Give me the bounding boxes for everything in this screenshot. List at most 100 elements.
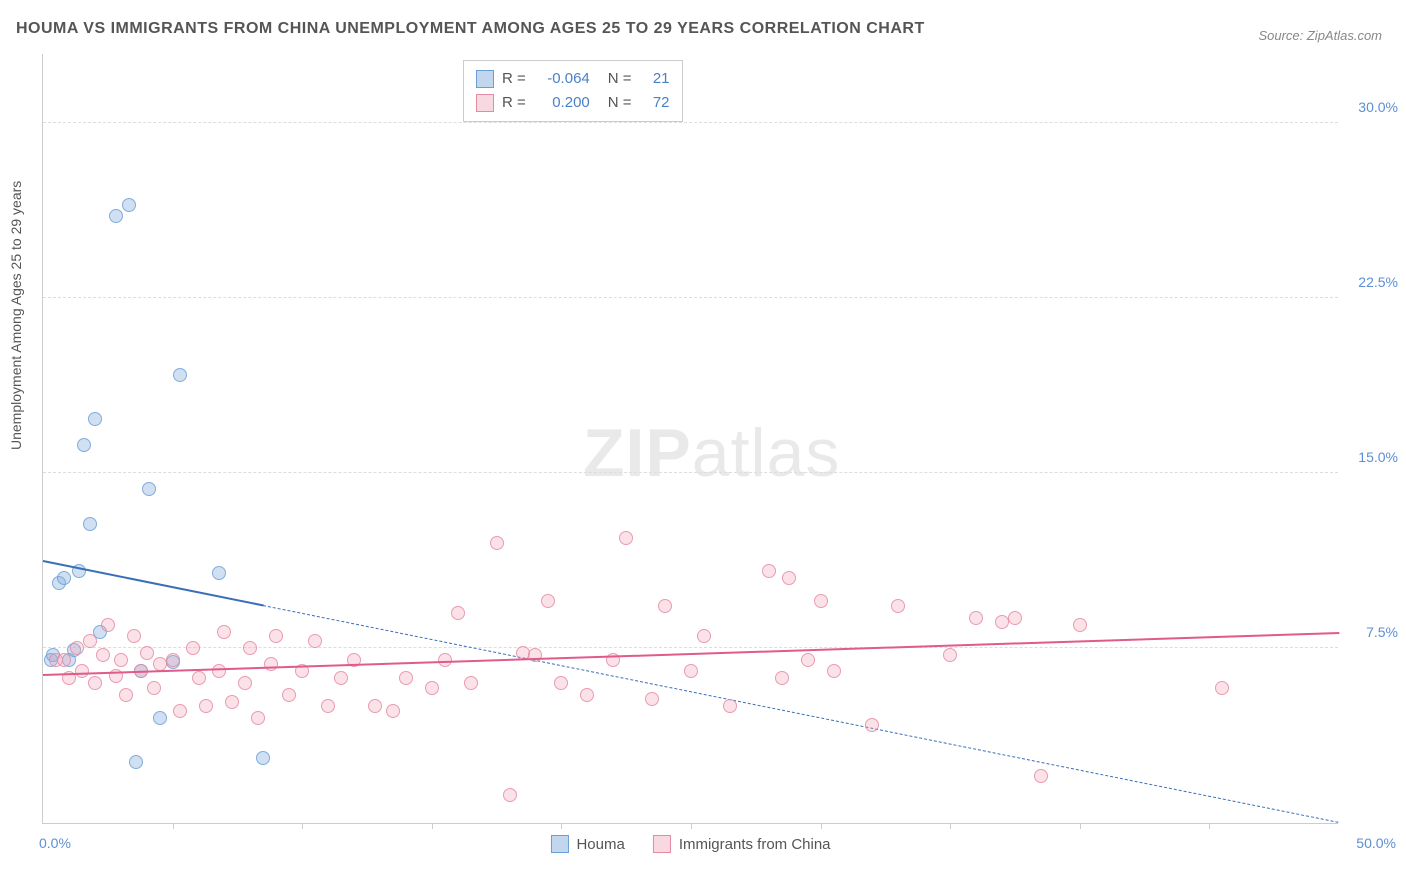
data-point bbox=[541, 594, 555, 608]
data-point bbox=[101, 618, 115, 632]
data-point bbox=[217, 625, 231, 639]
data-point bbox=[503, 788, 517, 802]
legend-swatch-icon bbox=[550, 835, 568, 853]
x-tick bbox=[1080, 823, 1081, 829]
data-point bbox=[723, 699, 737, 713]
data-point bbox=[386, 704, 400, 718]
x-tick bbox=[173, 823, 174, 829]
data-point bbox=[70, 641, 84, 655]
data-point bbox=[580, 688, 594, 702]
data-point bbox=[782, 571, 796, 585]
data-point bbox=[129, 755, 143, 769]
series-legend: Houma Immigrants from China bbox=[550, 835, 830, 853]
data-point bbox=[251, 711, 265, 725]
data-point bbox=[1034, 769, 1048, 783]
watermark-light: atlas bbox=[692, 415, 841, 491]
legend-swatch-icon bbox=[653, 835, 671, 853]
data-point bbox=[814, 594, 828, 608]
data-point bbox=[142, 482, 156, 496]
data-point bbox=[490, 536, 504, 550]
gridline bbox=[43, 647, 1338, 648]
data-point bbox=[645, 692, 659, 706]
legend-r-value: -0.064 bbox=[534, 67, 590, 91]
data-point bbox=[264, 657, 278, 671]
y-tick-label: 30.0% bbox=[1358, 99, 1398, 115]
data-point bbox=[969, 611, 983, 625]
data-point bbox=[762, 564, 776, 578]
data-point bbox=[308, 634, 322, 648]
data-point bbox=[658, 599, 672, 613]
legend-r-label: R = bbox=[502, 67, 526, 91]
legend-n-value: 72 bbox=[640, 91, 670, 115]
data-point bbox=[173, 704, 187, 718]
data-point bbox=[114, 653, 128, 667]
data-point bbox=[212, 664, 226, 678]
data-point bbox=[140, 646, 154, 660]
data-point bbox=[153, 711, 167, 725]
legend-swatch-icon bbox=[476, 70, 494, 88]
data-point bbox=[166, 653, 180, 667]
data-point bbox=[96, 648, 110, 662]
data-point bbox=[119, 688, 133, 702]
x-tick bbox=[1209, 823, 1210, 829]
data-point bbox=[943, 648, 957, 662]
data-point bbox=[88, 412, 102, 426]
data-point bbox=[1008, 611, 1022, 625]
data-point bbox=[827, 664, 841, 678]
watermark-bold: ZIP bbox=[583, 415, 692, 491]
data-point bbox=[321, 699, 335, 713]
data-point bbox=[775, 671, 789, 685]
y-tick-label: 15.0% bbox=[1358, 449, 1398, 465]
data-point bbox=[438, 653, 452, 667]
data-point bbox=[127, 629, 141, 643]
data-point bbox=[451, 606, 465, 620]
data-point bbox=[147, 681, 161, 695]
data-point bbox=[1073, 618, 1087, 632]
legend-item: Immigrants from China bbox=[653, 835, 831, 853]
data-point bbox=[368, 699, 382, 713]
x-tick bbox=[302, 823, 303, 829]
data-point bbox=[269, 629, 283, 643]
scatter-plot: ZIPatlas R =-0.064N =21R =0.200N =72 0.0… bbox=[42, 54, 1338, 824]
legend-swatch-icon bbox=[476, 94, 494, 112]
data-point bbox=[282, 688, 296, 702]
legend-n-label: N = bbox=[608, 67, 632, 91]
data-point bbox=[186, 641, 200, 655]
x-tick bbox=[561, 823, 562, 829]
data-point bbox=[399, 671, 413, 685]
data-point bbox=[865, 718, 879, 732]
x-tick bbox=[950, 823, 951, 829]
gridline bbox=[43, 122, 1338, 123]
data-point bbox=[83, 634, 97, 648]
correlation-legend: R =-0.064N =21R =0.200N =72 bbox=[463, 60, 683, 122]
data-point bbox=[1215, 681, 1229, 695]
gridline bbox=[43, 297, 1338, 298]
data-point bbox=[619, 531, 633, 545]
x-tick bbox=[432, 823, 433, 829]
y-tick-label: 22.5% bbox=[1358, 274, 1398, 290]
y-tick-label: 7.5% bbox=[1366, 624, 1398, 640]
data-point bbox=[243, 641, 257, 655]
chart-title: HOUMA VS IMMIGRANTS FROM CHINA UNEMPLOYM… bbox=[16, 20, 925, 38]
x-axis-max-label: 50.0% bbox=[1356, 835, 1396, 851]
data-point bbox=[192, 671, 206, 685]
data-point bbox=[684, 664, 698, 678]
data-point bbox=[801, 653, 815, 667]
y-axis-label: Unemployment Among Ages 25 to 29 years bbox=[8, 181, 24, 450]
data-point bbox=[554, 676, 568, 690]
legend-r-label: R = bbox=[502, 91, 526, 115]
data-point bbox=[83, 517, 97, 531]
data-point bbox=[57, 571, 71, 585]
data-point bbox=[334, 671, 348, 685]
gridline bbox=[43, 472, 1338, 473]
data-point bbox=[173, 368, 187, 382]
x-tick bbox=[821, 823, 822, 829]
data-point bbox=[57, 653, 71, 667]
data-point bbox=[109, 209, 123, 223]
data-point bbox=[199, 699, 213, 713]
legend-series-label: Houma bbox=[576, 836, 624, 853]
legend-r-value: 0.200 bbox=[534, 91, 590, 115]
data-point bbox=[225, 695, 239, 709]
data-point bbox=[464, 676, 478, 690]
watermark: ZIPatlas bbox=[583, 414, 840, 492]
